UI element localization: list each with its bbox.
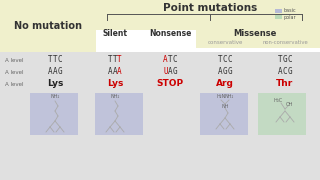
Text: C: C [283, 68, 287, 76]
Text: T: T [48, 55, 53, 64]
Text: A: A [168, 68, 172, 76]
Text: T: T [117, 55, 122, 64]
Text: H₃C: H₃C [273, 98, 283, 102]
Text: C: C [287, 55, 292, 64]
Text: T: T [108, 55, 113, 64]
Text: Lys: Lys [107, 80, 123, 89]
Text: A: A [113, 68, 117, 76]
Text: A: A [163, 55, 168, 64]
Text: basic: basic [283, 8, 296, 14]
Text: A level: A level [5, 57, 23, 62]
Text: A: A [278, 68, 283, 76]
Bar [258, 93, 306, 135]
Text: G: G [172, 68, 177, 76]
Text: Missense: Missense [233, 28, 277, 37]
Bar [275, 15, 282, 19]
Text: A: A [53, 68, 57, 76]
Bar [196, 30, 320, 48]
Text: No mutation: No mutation [14, 21, 82, 31]
Text: A: A [218, 68, 223, 76]
Text: Point mutations: Point mutations [163, 3, 257, 13]
Text: Thr: Thr [276, 80, 294, 89]
Text: OH: OH [286, 102, 294, 107]
Text: C: C [227, 55, 232, 64]
Text: A level: A level [5, 82, 23, 87]
Text: STOP: STOP [156, 80, 184, 89]
Text: A: A [108, 68, 113, 76]
Text: H₂N: H₂N [216, 94, 226, 100]
Bar [0, 0, 96, 52]
Bar [275, 9, 282, 13]
Bar [30, 93, 78, 135]
Text: NH₂: NH₂ [50, 94, 60, 100]
Text: conservative: conservative [207, 40, 243, 46]
Text: NH₂: NH₂ [110, 94, 120, 100]
Text: T: T [113, 55, 117, 64]
Text: T: T [278, 55, 283, 64]
Text: C: C [57, 55, 62, 64]
Text: A: A [48, 68, 53, 76]
Text: G: G [287, 68, 292, 76]
Text: Nonsense: Nonsense [149, 28, 191, 37]
Text: A level: A level [5, 69, 23, 75]
Text: G: G [227, 68, 232, 76]
Bar [0, 52, 320, 180]
Text: T: T [218, 55, 223, 64]
Text: NH₂: NH₂ [224, 94, 234, 100]
Text: Silent: Silent [102, 28, 127, 37]
Text: G: G [283, 55, 287, 64]
Bar [96, 0, 320, 30]
Bar [95, 93, 143, 135]
Text: A: A [117, 68, 122, 76]
Text: NH: NH [221, 103, 229, 109]
Text: U: U [163, 68, 168, 76]
Text: G: G [223, 68, 227, 76]
Text: Arg: Arg [216, 80, 234, 89]
Text: Lys: Lys [47, 80, 63, 89]
Text: C: C [172, 55, 177, 64]
Text: G: G [57, 68, 62, 76]
Bar [200, 93, 248, 135]
Text: non-conservative: non-conservative [262, 40, 308, 46]
Text: T: T [53, 55, 57, 64]
Text: C: C [223, 55, 227, 64]
Text: polar: polar [283, 15, 296, 19]
Text: T: T [168, 55, 172, 64]
